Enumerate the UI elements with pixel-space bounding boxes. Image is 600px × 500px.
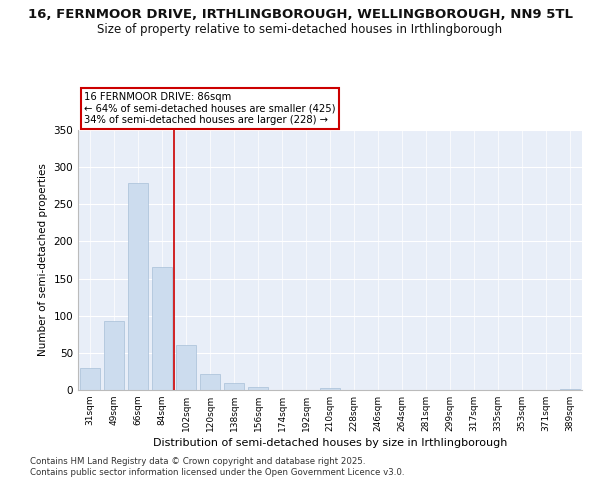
Text: 16 FERNMOOR DRIVE: 86sqm
← 64% of semi-detached houses are smaller (425)
34% of : 16 FERNMOOR DRIVE: 86sqm ← 64% of semi-d… <box>84 92 335 125</box>
Bar <box>224 382 244 390</box>
Text: 16, FERNMOOR DRIVE, IRTHLINGBOROUGH, WELLINGBOROUGH, NN9 5TL: 16, FERNMOOR DRIVE, IRTHLINGBOROUGH, WEL… <box>28 8 572 20</box>
Bar <box>176 346 196 390</box>
Bar <box>200 374 220 390</box>
Y-axis label: Number of semi-detached properties: Number of semi-detached properties <box>38 164 48 356</box>
Bar <box>80 368 100 390</box>
Bar <box>104 321 124 390</box>
X-axis label: Distribution of semi-detached houses by size in Irthlingborough: Distribution of semi-detached houses by … <box>153 438 507 448</box>
Bar <box>560 388 580 390</box>
Bar <box>128 184 148 390</box>
Text: Size of property relative to semi-detached houses in Irthlingborough: Size of property relative to semi-detach… <box>97 22 503 36</box>
Bar <box>152 268 172 390</box>
Bar <box>320 388 340 390</box>
Bar <box>248 387 268 390</box>
Text: Contains HM Land Registry data © Crown copyright and database right 2025.
Contai: Contains HM Land Registry data © Crown c… <box>30 458 404 477</box>
